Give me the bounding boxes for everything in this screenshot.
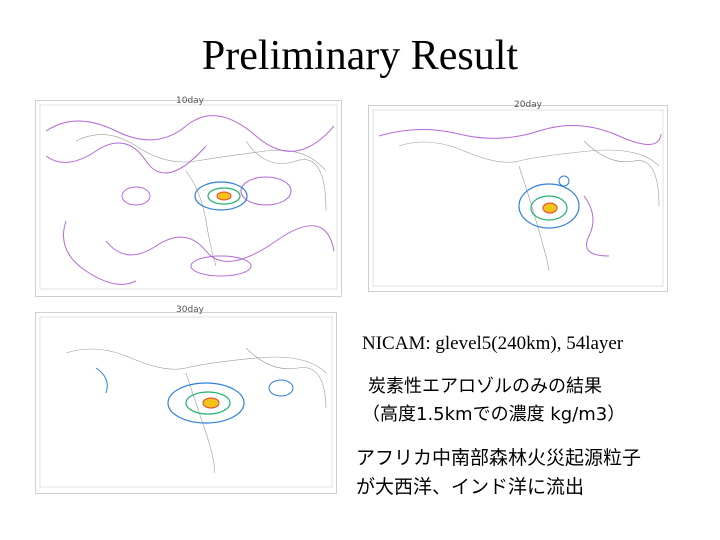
panel-title-10day: 10day [176,96,205,106]
map-panel-20day: 20day [368,100,668,292]
concentration-map-20day [372,109,664,287]
result-description-line1: 炭素性エアロゾルのみの結果 [368,376,602,397]
panel-title-30day: 30day [176,305,205,315]
map-panel-10day: 10day [35,96,342,297]
finding-line1: アフリカ中南部森林火災起源粒子 [356,447,642,469]
slide-title: Preliminary Result [201,33,519,79]
model-config-text: NICAM: glevel5(240km), 54layer [362,333,624,354]
concentration-map-30day [39,316,333,488]
panel-title-20day: 20day [514,100,543,110]
result-description-line2: （高度1.5kmでの濃度 kg/m3） [362,404,626,425]
concentration-map-10day [39,104,338,290]
finding-line2: が大西洋、インド洋に流出 [356,476,585,498]
map-panel-30day: 30day [35,305,337,494]
